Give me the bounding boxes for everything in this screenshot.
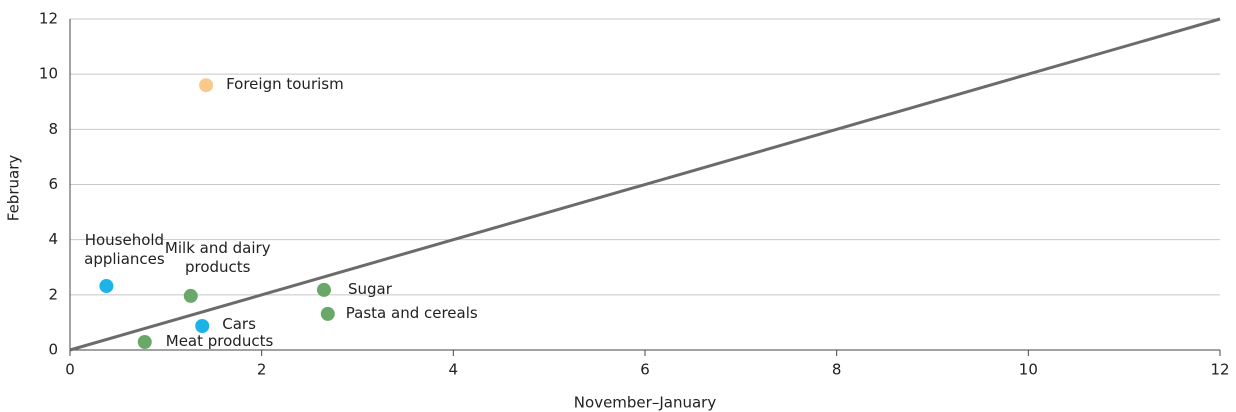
point-label: Cars [222, 315, 256, 333]
diagonal-line [69, 17, 1221, 352]
x-tick-label: 4 [449, 361, 459, 379]
y-tick-label: 8 [48, 120, 58, 138]
y-tick-label: 2 [48, 285, 58, 303]
x-tick-label: 2 [257, 361, 267, 379]
point [99, 279, 114, 294]
y-tick-label: 6 [48, 175, 58, 193]
x-axis-label: November–January [574, 394, 717, 412]
point [199, 78, 214, 93]
x-tick-label: 6 [640, 361, 650, 379]
x-tick-label: 10 [1019, 361, 1038, 379]
x-tick-label: 12 [1210, 361, 1229, 379]
point-label: Sugar [347, 279, 392, 298]
point [137, 335, 152, 350]
y-axis-label: February [5, 155, 23, 222]
point [183, 288, 198, 303]
point [320, 306, 335, 321]
point-label: Pasta and cereals [345, 303, 478, 322]
point [316, 282, 331, 297]
y-tick-label: 0 [48, 341, 58, 359]
y-tick-label: 10 [39, 65, 58, 83]
y-tick-label: 4 [48, 230, 58, 248]
point-label: Household appliances [84, 231, 165, 268]
y-tick-label: 12 [39, 10, 58, 28]
point-label: Foreign tourism [226, 75, 344, 94]
x-tick-label: 0 [65, 361, 75, 379]
point-label: Milk and dairy products [164, 238, 271, 276]
x-tick-label: 8 [832, 361, 842, 379]
point [195, 319, 210, 334]
point-label: Meat products [165, 332, 274, 350]
